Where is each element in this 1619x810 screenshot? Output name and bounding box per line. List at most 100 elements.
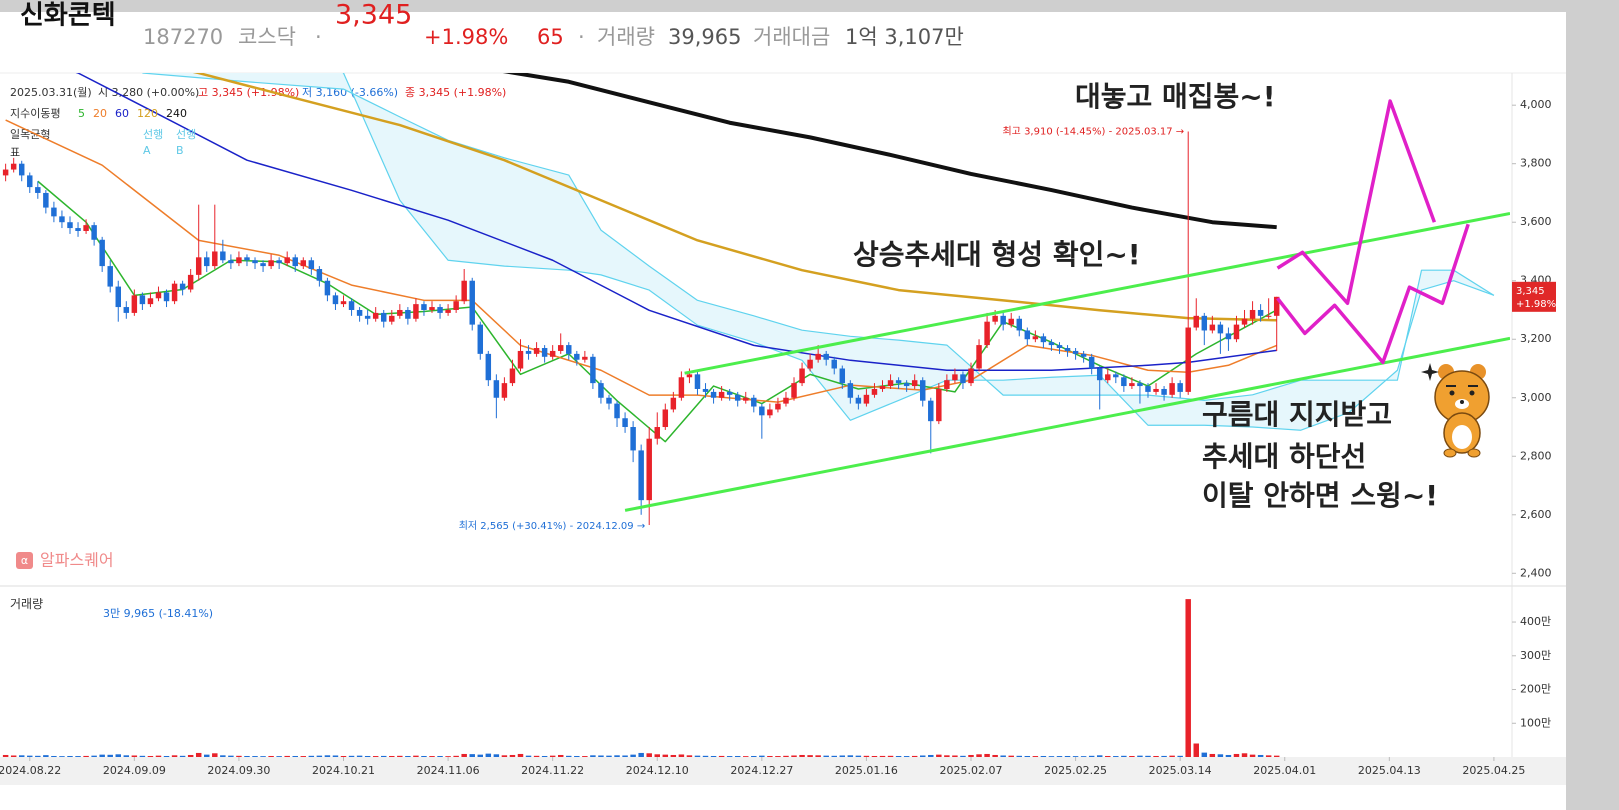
- extreme-high-label: 최고 3,910 (-14.45%) - 2025.03.17 →: [1002, 126, 1184, 138]
- candle-body: [91, 225, 97, 240]
- volume-bar: [743, 756, 749, 757]
- candle-body: [686, 374, 693, 378]
- y-tick-label: 3,600: [1520, 215, 1552, 228]
- y-tick-label: 2,600: [1520, 508, 1552, 521]
- candle-body: [115, 286, 121, 308]
- volume-bar: [992, 754, 998, 757]
- volume-bar: [686, 755, 693, 757]
- candle-body: [678, 377, 685, 398]
- x-tick-label: 2025.04.13: [1358, 764, 1421, 777]
- volume-bar: [324, 755, 331, 757]
- volume-bar: [557, 754, 564, 757]
- candle-body: [823, 353, 829, 360]
- volume-bar: [147, 755, 154, 757]
- volume-bar: [380, 755, 387, 757]
- candle-body: [670, 397, 677, 410]
- candle-body: [1072, 350, 1079, 354]
- volume-bar: [879, 755, 886, 757]
- candle-body: [646, 438, 652, 501]
- x-tick-label: 2025.01.16: [835, 764, 898, 777]
- candle-body: [871, 388, 878, 395]
- candle-body: [1153, 388, 1159, 392]
- candle-body: [952, 374, 958, 381]
- candle-body: [694, 374, 701, 389]
- volume-bar: [759, 755, 765, 757]
- candle-body: [541, 348, 548, 357]
- candle-body: [1080, 353, 1087, 357]
- candle-body: [236, 257, 242, 264]
- volume-bar: [1161, 755, 1167, 757]
- volume-bar: [212, 753, 218, 757]
- volume-bar: [1241, 753, 1248, 757]
- candle-body: [380, 312, 387, 322]
- candle-body: [1137, 383, 1143, 387]
- candle-body: [525, 350, 532, 354]
- volume-bar: [236, 755, 242, 757]
- volume-bar: [1032, 756, 1039, 757]
- volume-bar: [195, 752, 202, 757]
- candle-body: [638, 450, 644, 501]
- volume-bar: [99, 754, 105, 757]
- candle-body: [485, 353, 492, 381]
- volume-bar: [187, 754, 194, 757]
- annotation: 추세대 하단선: [1202, 440, 1366, 473]
- volume-bar: [469, 754, 475, 757]
- candle-body: [1056, 345, 1063, 349]
- volume-bar: [276, 756, 282, 757]
- volume-bar: [244, 755, 250, 757]
- volume-bar: [1113, 756, 1119, 757]
- volume-bar: [1169, 755, 1175, 757]
- candle-body: [1209, 324, 1216, 331]
- volume-bar: [284, 755, 290, 757]
- y-tick-label: 3,800: [1520, 157, 1552, 170]
- volume-bar: [1265, 755, 1272, 757]
- volume-bar: [348, 755, 355, 757]
- candle-body: [662, 409, 669, 428]
- volume-bar: [718, 755, 725, 757]
- candle-body: [743, 397, 749, 401]
- volume-bar: [767, 755, 773, 757]
- candle-body: [976, 345, 982, 369]
- volume-bar: [1225, 754, 1232, 757]
- ichimoku-layer: [142, 73, 1495, 431]
- volume-bar: [710, 755, 717, 757]
- volume-bar: [936, 754, 942, 757]
- candle-body: [131, 295, 138, 313]
- volume-bar: [389, 755, 395, 757]
- candle-body: [1217, 324, 1224, 334]
- forecast-path: [1276, 99, 1437, 306]
- candle-body: [308, 260, 315, 270]
- x-tick-label: 2025.02.07: [940, 764, 1003, 777]
- change-pct: +1.98%: [424, 25, 508, 49]
- candle-body: [654, 427, 660, 439]
- volume-bar: [928, 754, 934, 757]
- candle-body: [220, 251, 226, 261]
- volume-bar: [670, 754, 677, 757]
- candle-body: [51, 207, 57, 217]
- volume-bar: [1209, 753, 1216, 757]
- candle-body: [606, 397, 612, 404]
- x-tick-label: 2025.03.14: [1149, 764, 1212, 777]
- volume-bar: [1088, 755, 1095, 757]
- volume-bar: [1217, 754, 1224, 757]
- volume-bar: [437, 755, 443, 757]
- volume-bar: [895, 755, 902, 757]
- legend-entry: 5: [78, 107, 85, 120]
- candle-body: [324, 280, 331, 296]
- moving-average: [192, 73, 1277, 322]
- candle-body: [533, 348, 540, 354]
- price: 3,345: [335, 0, 412, 31]
- volume-bar: [1024, 755, 1031, 757]
- volume-bar: [662, 754, 669, 757]
- candle-body: [123, 307, 130, 313]
- volume-bar: [308, 755, 315, 757]
- volume-bar: [372, 756, 379, 757]
- candle-body: [397, 309, 403, 316]
- volume-bar: [799, 754, 805, 757]
- volume-bar: [1137, 755, 1143, 757]
- volume-bar: [831, 755, 837, 757]
- volume-bar: [630, 754, 636, 757]
- candle-body: [1048, 342, 1055, 346]
- volume-bar: [525, 755, 532, 757]
- volume-info: 3만 9,965 (-18.41%): [103, 607, 213, 620]
